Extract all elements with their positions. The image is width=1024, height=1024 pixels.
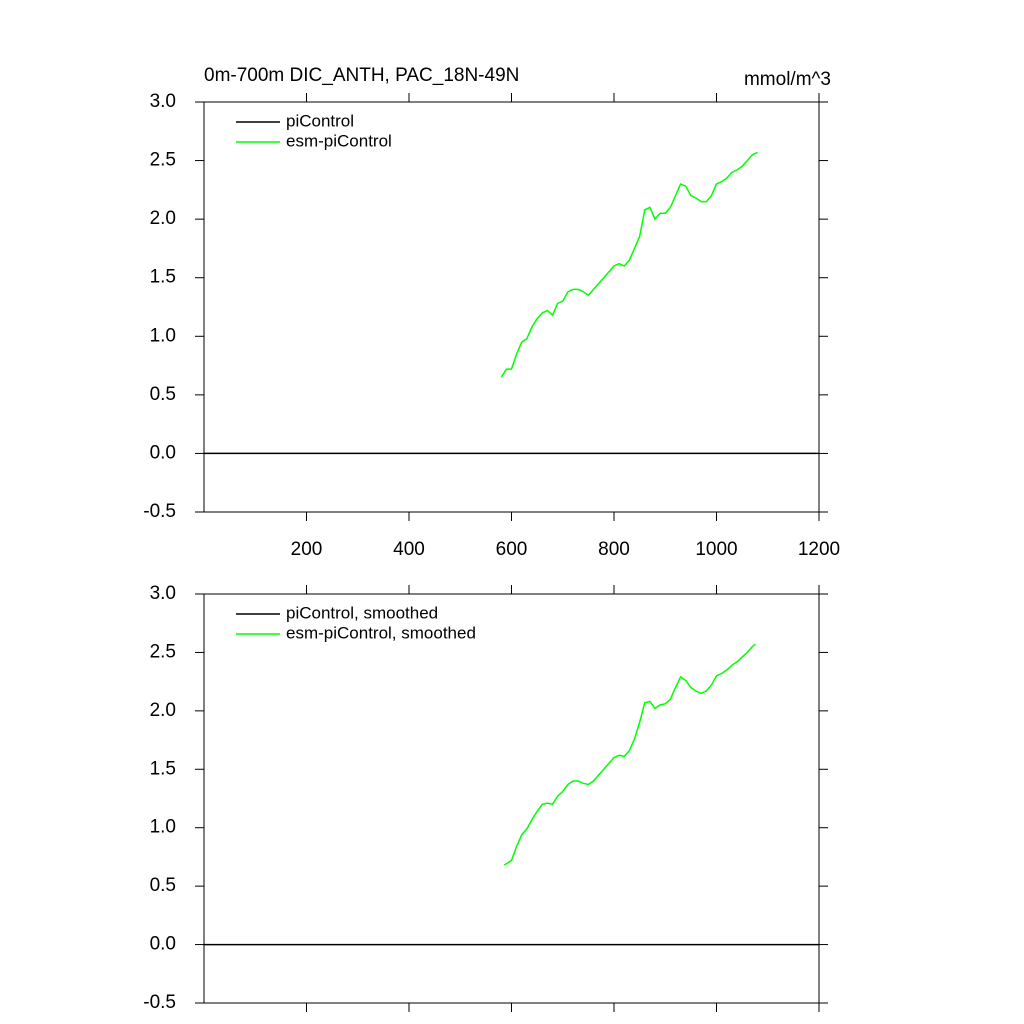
y-tick-label: 1.0 — [150, 325, 176, 346]
y-tick-label: 2.5 — [150, 150, 176, 171]
panel: -0.5 0.0 0.5 1.0 1.5 2.0 2.5 3.0 piControl, smoo… — [143, 583, 828, 1013]
chart-title: 0m-700m DIC_ANTH, PAC_18N-49N — [204, 65, 519, 86]
legend-label: piControl — [286, 111, 354, 130]
y-tick-label: 1.5 — [150, 758, 176, 779]
series-line — [503, 643, 756, 866]
y-tick-label: 0.0 — [150, 442, 176, 463]
y-tick-label: 2.0 — [150, 700, 176, 721]
legend-label: piControl, smoothed — [286, 603, 438, 622]
panel: 0m-700m DIC_ANTH, PAC_18N-49N mmol/m^3 -0.… — [143, 65, 840, 560]
y-tick-label: 2.0 — [150, 208, 176, 229]
x-tick-label: 400 — [393, 539, 425, 560]
y-tick-label: -0.5 — [143, 992, 176, 1013]
y-tick-label: 0.5 — [150, 384, 176, 405]
y-tick-label: 0.0 — [150, 934, 176, 955]
y-tick-label: 2.5 — [150, 641, 176, 662]
y-tick-label: -0.5 — [143, 501, 176, 522]
x-tick-label: 600 — [496, 539, 528, 560]
plot-frame — [203, 593, 820, 1004]
y-tick-label: 1.5 — [150, 267, 176, 288]
plot-frame — [203, 101, 820, 513]
y-tick-label: 3.0 — [150, 91, 176, 112]
x-tick-label: 200 — [291, 539, 323, 560]
y-tick-label: 1.0 — [150, 817, 176, 838]
legend-label: esm-piControl — [286, 131, 392, 150]
legend-label: esm-piControl, smoothed — [286, 623, 476, 642]
x-tick-label: 1200 — [798, 539, 840, 560]
y-tick-label: 0.5 — [150, 875, 176, 896]
units-label: mmol/m^3 — [744, 69, 831, 90]
series-line — [500, 151, 758, 378]
y-tick-label: 3.0 — [150, 583, 176, 604]
x-tick-label: 800 — [598, 539, 630, 560]
x-tick-label: 1000 — [695, 539, 737, 560]
